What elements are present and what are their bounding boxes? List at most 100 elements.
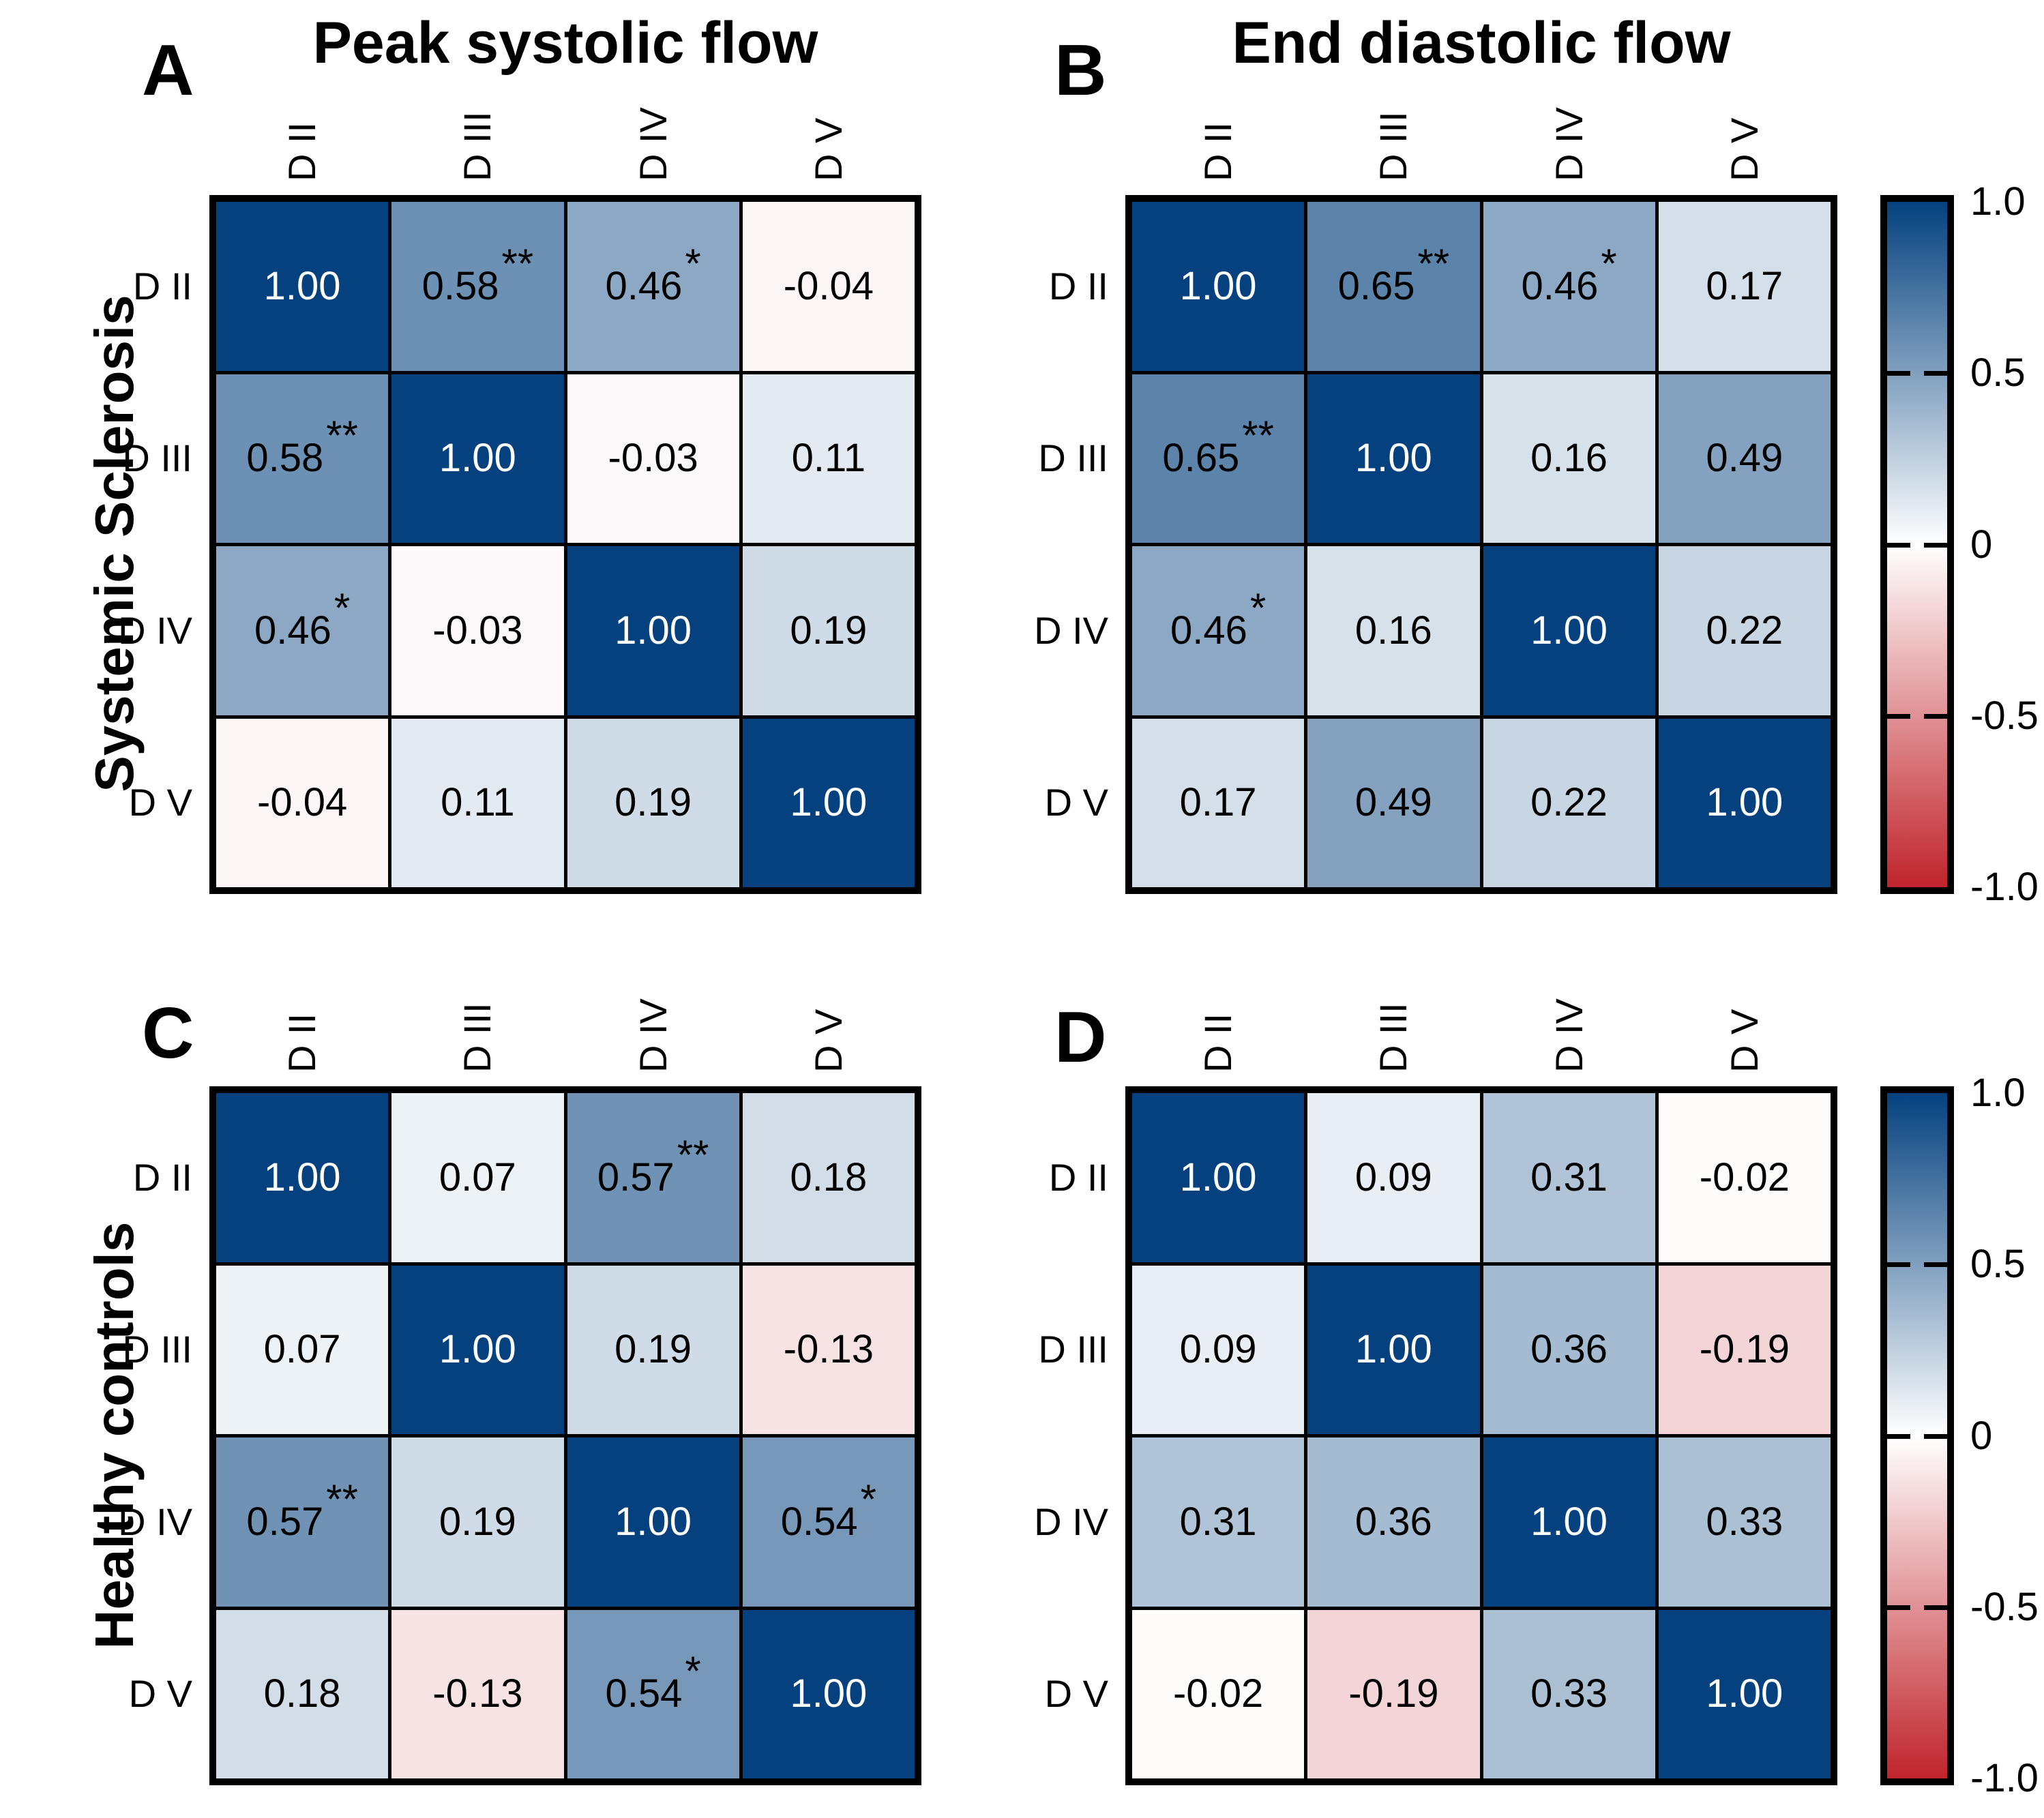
cell-C-DV-DII: 0.18 bbox=[216, 1609, 389, 1778]
col-header-dii: D II bbox=[280, 121, 324, 181]
correlation-value: 1.00 bbox=[614, 1499, 692, 1544]
col-header-div: D IV bbox=[1547, 107, 1590, 181]
colorbar-top: 1.0 0.5 0 -0.5 -1.0 bbox=[1880, 180, 2044, 909]
colorbar-bottom: 1.0 0.5 0 -0.5 -1.0 bbox=[1880, 1071, 2044, 1800]
cell-C-DIV-DII: 0.57 ** bbox=[216, 1437, 389, 1607]
correlation-value: 0.19 bbox=[614, 1327, 692, 1372]
cell-D-DIV-DV: 0.33 bbox=[1658, 1437, 1831, 1607]
correlation-value: 1.00 bbox=[1706, 780, 1783, 825]
cell-A-DV-DIII: 0.11 bbox=[391, 718, 564, 887]
correlation-value: 1.00 bbox=[1179, 263, 1257, 308]
correlation-value: 0.36 bbox=[1354, 1499, 1432, 1544]
colorbar-tick-label: 1.0 bbox=[1970, 179, 2026, 224]
cell-D-DV-DV: 1.00 bbox=[1658, 1609, 1831, 1778]
cell-B-DII-DIV: 0.46 * bbox=[1483, 202, 1655, 371]
cell-A-DIV-DIII: -0.03 bbox=[391, 546, 564, 715]
cell-C-DIII-DV: -0.13 bbox=[742, 1265, 915, 1434]
cell-A-DIII-DII: 0.58 ** bbox=[216, 374, 389, 543]
cell-D-DV-DIV: 0.33 bbox=[1483, 1609, 1655, 1778]
correlation-value: 1.00 bbox=[1354, 436, 1432, 481]
cell-A-DV-DV: 1.00 bbox=[742, 718, 915, 887]
cell-B-DII-DII: 1.00 bbox=[1132, 202, 1305, 371]
column-title-end-diastolic-flow: End diastolic flow bbox=[1232, 10, 1731, 76]
correlation-value: 0.57 bbox=[246, 1499, 324, 1544]
cell-C-DIV-DIV: 1.00 bbox=[567, 1437, 739, 1607]
cell-A-DIV-DIV: 1.00 bbox=[567, 546, 739, 715]
cell-C-DV-DV: 1.00 bbox=[742, 1609, 915, 1778]
heatmap-panel-c: 1.00 0.07 0.57 ** 0.18 0.07 1.00 0.19 -0.13 0.57 *… bbox=[118, 998, 921, 1785]
correlation-value: 0.58 bbox=[421, 263, 499, 308]
cell-B-DII-DV: 0.17 bbox=[1658, 202, 1831, 371]
cell-B-DV-DIV: 0.22 bbox=[1483, 718, 1655, 887]
correlation-value: 0.58 bbox=[246, 436, 324, 481]
colorbar-tick bbox=[1887, 371, 1910, 376]
cell-D-DIV-DII: 0.31 bbox=[1132, 1437, 1305, 1607]
colorbar-tick-label: -1.0 bbox=[1970, 865, 2039, 909]
correlation-value: 1.00 bbox=[1354, 1327, 1432, 1372]
colorbar-tick bbox=[1887, 1605, 1910, 1610]
colorbar-tick bbox=[1924, 1433, 1947, 1439]
cell-D-DV-DIII: -0.19 bbox=[1307, 1609, 1480, 1778]
correlation-value: 0.54 bbox=[605, 1671, 683, 1716]
correlation-value: 0.46 bbox=[1170, 608, 1247, 653]
correlation-value: -0.04 bbox=[257, 780, 348, 825]
colorbar-tick-label: 0 bbox=[1970, 522, 1993, 567]
correlation-value: 0.22 bbox=[1706, 608, 1783, 653]
cell-B-DIV-DIII: 0.16 bbox=[1307, 546, 1480, 715]
correlation-value: 1.00 bbox=[1530, 1499, 1608, 1544]
colorbar-tick-label: -0.5 bbox=[1970, 693, 2039, 738]
row-label-dv: D V bbox=[1044, 1672, 1108, 1716]
correlation-value: -0.13 bbox=[432, 1671, 523, 1716]
row-label-dv: D V bbox=[128, 781, 192, 824]
cell-D-DII-DIII: 0.09 bbox=[1307, 1093, 1480, 1262]
cell-A-DIII-DIV: -0.03 bbox=[567, 374, 739, 543]
cell-C-DII-DV: 0.18 bbox=[742, 1093, 915, 1262]
correlation-value: 0.11 bbox=[791, 436, 866, 481]
correlation-value: 0.33 bbox=[1706, 1499, 1783, 1544]
col-header-diii: D III bbox=[1372, 111, 1415, 181]
correlation-value: 0.33 bbox=[1530, 1671, 1608, 1716]
row-label-dii: D II bbox=[132, 1155, 192, 1199]
correlation-value: 0.46 bbox=[254, 608, 331, 653]
cell-C-DV-DIV: 0.54 * bbox=[567, 1609, 739, 1778]
cell-D-DIII-DIV: 0.36 bbox=[1483, 1265, 1655, 1434]
colorbar-tick-label: -1.0 bbox=[1970, 1756, 2039, 1800]
significance-marker: * bbox=[860, 1476, 876, 1522]
significance-marker: * bbox=[1601, 240, 1617, 286]
panel-letter-c: C bbox=[142, 993, 194, 1073]
col-header-diii: D III bbox=[456, 1002, 499, 1073]
colorbar-tick bbox=[1924, 1262, 1947, 1268]
correlation-value: 0.16 bbox=[1354, 608, 1432, 653]
cell-D-DII-DII: 1.00 bbox=[1132, 1093, 1305, 1262]
row-label-div: D IV bbox=[1034, 608, 1108, 652]
cell-A-DII-DV: -0.04 bbox=[742, 202, 915, 371]
matrix-grid-d: 1.00 0.09 0.31 -0.02 0.09 1.00 0.36 -0.19 0.31 0.… bbox=[1125, 1086, 1837, 1785]
panel-letter-d: D bbox=[1054, 997, 1107, 1077]
correlation-value: -0.03 bbox=[432, 608, 523, 653]
correlation-value: 1.00 bbox=[790, 780, 868, 825]
row-label-diii: D III bbox=[122, 436, 192, 480]
correlation-value: 1.00 bbox=[439, 436, 516, 481]
cell-B-DV-DIII: 0.49 bbox=[1307, 718, 1480, 887]
cell-C-DII-DIII: 0.07 bbox=[391, 1093, 564, 1262]
col-header-dii: D II bbox=[1196, 1013, 1240, 1073]
significance-marker: ** bbox=[326, 1476, 358, 1522]
correlation-value: -0.19 bbox=[1699, 1327, 1790, 1372]
cell-A-DIV-DII: 0.46 * bbox=[216, 546, 389, 715]
cell-D-DII-DIV: 0.31 bbox=[1483, 1093, 1655, 1262]
cell-A-DII-DII: 1.00 bbox=[216, 202, 389, 371]
cell-D-DIII-DV: -0.19 bbox=[1658, 1265, 1831, 1434]
panel-letter-b: B bbox=[1054, 30, 1107, 110]
correlation-value: 1.00 bbox=[1706, 1671, 1783, 1716]
colorbar-tick bbox=[1887, 542, 1910, 548]
cell-B-DIII-DIII: 1.00 bbox=[1307, 374, 1480, 543]
matrix-grid-c: 1.00 0.07 0.57 ** 0.18 0.07 1.00 0.19 -0.13 0.57 *… bbox=[209, 1086, 921, 1785]
colorbar-tick bbox=[1924, 713, 1947, 719]
cell-C-DV-DIII: -0.13 bbox=[391, 1609, 564, 1778]
heatmap-panel-b: 1.00 0.65 ** 0.46 * 0.17 0.65 ** 1.00 0.16 0.49 0.4… bbox=[1034, 107, 1837, 894]
significance-marker: * bbox=[1249, 584, 1267, 631]
correlation-value: 0.18 bbox=[790, 1154, 868, 1199]
cell-D-DIV-DIV: 1.00 bbox=[1483, 1437, 1655, 1607]
cell-B-DV-DII: 0.17 bbox=[1132, 718, 1305, 887]
